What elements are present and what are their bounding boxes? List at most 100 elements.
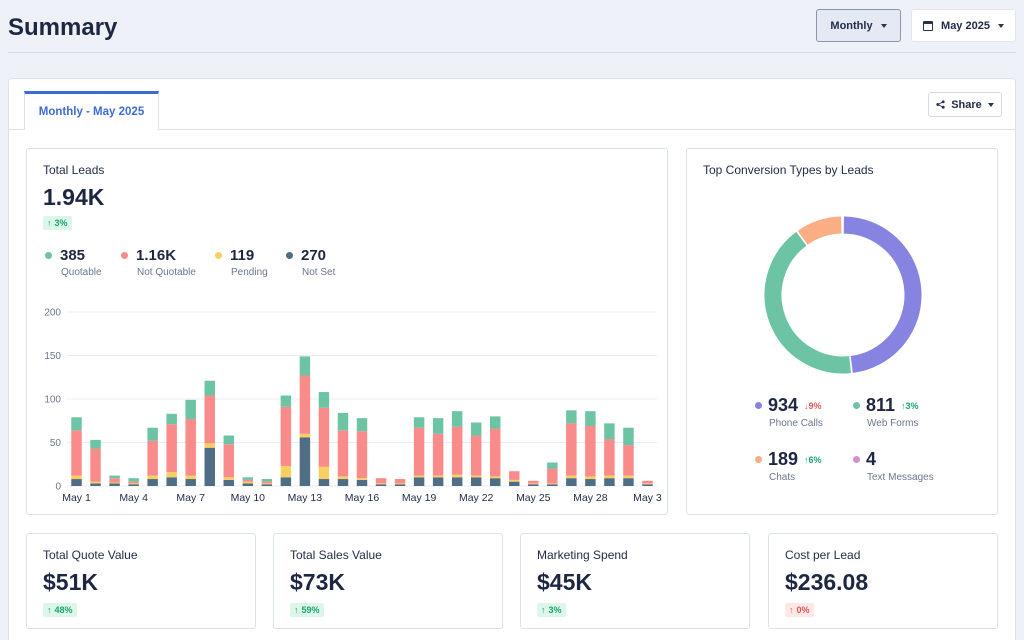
bar-segment-pending[interactable] — [509, 479, 520, 482]
bar-segment-not-quotable[interactable] — [318, 407, 330, 467]
bar-segment-pending[interactable] — [623, 475, 634, 479]
bar-segment-not-set[interactable] — [242, 483, 254, 486]
bar-segment-quotable[interactable] — [223, 435, 235, 445]
bar-segment-quotable[interactable] — [280, 395, 292, 407]
bar-segment-not-set[interactable] — [432, 477, 444, 486]
period-dropdown-button[interactable]: Monthly — [816, 9, 901, 42]
bar-segment-not-set[interactable] — [147, 479, 158, 486]
bar-segment-pending[interactable] — [489, 476, 501, 479]
bar-segment-not-quotable[interactable] — [623, 445, 634, 476]
bar-segment-not-set[interactable] — [566, 478, 577, 486]
bar-segment-pending[interactable] — [90, 481, 101, 484]
bar-segment-not-quotable[interactable] — [394, 479, 406, 484]
bar-segment-pending[interactable] — [128, 483, 139, 485]
bar-segment-not-set[interactable] — [299, 437, 311, 486]
bar-segment-not-quotable[interactable] — [375, 478, 387, 484]
bar-segment-not-quotable[interactable] — [166, 424, 177, 473]
bar-segment-not-quotable[interactable] — [547, 468, 558, 484]
bar-segment-not-set[interactable] — [623, 478, 634, 486]
bar-segment-not-set[interactable] — [413, 477, 425, 486]
bar-segment-quotable[interactable] — [451, 411, 463, 427]
donut-slice-chats[interactable] — [797, 216, 842, 245]
bar-segment-not-set[interactable] — [185, 479, 196, 486]
bar-segment-not-set[interactable] — [394, 484, 406, 486]
bar-segment-pending[interactable] — [318, 466, 330, 480]
bar-segment-not-quotable[interactable] — [185, 419, 196, 476]
bar-segment-pending[interactable] — [337, 476, 349, 480]
bar-segment-quotable[interactable] — [128, 478, 139, 482]
bar-segment-not-set[interactable] — [585, 479, 596, 486]
date-picker-button[interactable]: May 2025 — [911, 9, 1016, 42]
bar-segment-not-quotable[interactable] — [147, 440, 158, 476]
bar-segment-not-set[interactable] — [509, 481, 520, 486]
bar-segment-quotable[interactable] — [90, 439, 101, 449]
bar-segment-quotable[interactable] — [318, 392, 330, 408]
bar-segment-not-quotable[interactable] — [242, 479, 254, 482]
bar-segment-quotable[interactable] — [261, 479, 273, 482]
bar-segment-not-set[interactable] — [166, 477, 177, 486]
bar-segment-pending[interactable] — [299, 433, 311, 438]
bar-segment-not-set[interactable] — [90, 483, 101, 486]
bar-segment-quotable[interactable] — [585, 411, 596, 426]
bar-segment-not-set[interactable] — [356, 479, 368, 486]
bar-segment-not-quotable[interactable] — [451, 426, 463, 475]
bar-segment-pending[interactable] — [585, 476, 596, 480]
bar-segment-not-quotable[interactable] — [337, 430, 349, 477]
bar-segment-quotable[interactable] — [204, 380, 215, 396]
bar-segment-not-set[interactable] — [337, 479, 349, 486]
bar-segment-quotable[interactable] — [185, 399, 196, 420]
donut-slice-web-forms[interactable] — [764, 231, 851, 374]
bar-segment-quotable[interactable] — [413, 417, 425, 428]
bar-segment-pending[interactable] — [223, 477, 235, 480]
bar-segment-pending[interactable] — [261, 483, 273, 485]
bar-segment-not-set[interactable] — [547, 484, 558, 486]
bar-segment-quotable[interactable] — [604, 423, 615, 440]
bar-segment-not-set[interactable] — [642, 484, 653, 486]
bar-segment-quotable[interactable] — [71, 417, 82, 431]
bar-segment-quotable[interactable] — [547, 462, 558, 469]
bar-segment-not-quotable[interactable] — [528, 480, 539, 484]
bar-segment-not-quotable[interactable] — [566, 423, 577, 476]
bar-segment-quotable[interactable] — [432, 418, 444, 434]
donut-slice-phone-calls[interactable] — [843, 216, 922, 373]
bar-segment-not-quotable[interactable] — [71, 430, 82, 476]
bar-segment-pending[interactable] — [413, 475, 425, 478]
bar-segment-pending[interactable] — [470, 475, 482, 478]
bar-segment-not-set[interactable] — [528, 484, 539, 486]
bar-segment-not-quotable[interactable] — [432, 433, 444, 476]
bar-segment-pending[interactable] — [547, 483, 558, 485]
bar-segment-not-quotable[interactable] — [204, 395, 215, 444]
bar-segment-not-set[interactable] — [223, 479, 235, 486]
bar-segment-quotable[interactable] — [166, 413, 177, 425]
bar-segment-not-set[interactable] — [604, 478, 615, 486]
bar-segment-not-set[interactable] — [451, 477, 463, 486]
bar-segment-not-set[interactable] — [261, 484, 273, 486]
bar-segment-not-quotable[interactable] — [604, 439, 615, 476]
bar-segment-pending[interactable] — [566, 475, 577, 479]
bar-segment-quotable[interactable] — [147, 427, 158, 441]
bar-segment-not-quotable[interactable] — [356, 431, 368, 479]
bar-segment-not-set[interactable] — [375, 484, 387, 486]
bar-segment-not-quotable[interactable] — [223, 444, 235, 478]
bar-segment-quotable[interactable] — [242, 477, 254, 480]
bar-segment-not-quotable[interactable] — [642, 480, 653, 484]
bar-segment-pending[interactable] — [166, 472, 177, 478]
bar-segment-quotable[interactable] — [566, 410, 577, 424]
bar-segment-not-quotable[interactable] — [509, 471, 520, 480]
bar-segment-not-quotable[interactable] — [299, 375, 311, 434]
bar-segment-quotable[interactable] — [470, 422, 482, 436]
bar-segment-not-set[interactable] — [470, 477, 482, 486]
bar-segment-not-quotable[interactable] — [128, 481, 139, 484]
bar-segment-pending[interactable] — [147, 475, 158, 480]
tab-monthly-may-2025[interactable]: Monthly - May 2025 — [24, 91, 159, 130]
bar-segment-pending[interactable] — [394, 483, 406, 485]
bar-segment-not-quotable[interactable] — [261, 481, 273, 484]
bar-segment-not-quotable[interactable] — [109, 478, 120, 483]
bar-segment-pending[interactable] — [451, 474, 463, 478]
bar-segment-pending[interactable] — [109, 482, 120, 484]
bar-segment-not-set[interactable] — [318, 479, 330, 486]
bar-segment-not-set[interactable] — [128, 484, 139, 486]
bar-segment-quotable[interactable] — [356, 418, 368, 432]
bar-segment-not-quotable[interactable] — [470, 435, 482, 476]
bar-segment-quotable[interactable] — [489, 416, 501, 429]
